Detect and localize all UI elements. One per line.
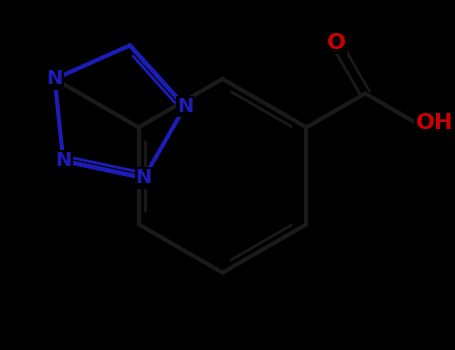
Text: N: N — [177, 97, 193, 116]
Text: N: N — [46, 69, 63, 89]
Text: N: N — [55, 151, 71, 170]
Text: N: N — [136, 168, 152, 188]
Text: OH: OH — [415, 112, 453, 133]
Text: O: O — [327, 33, 346, 53]
